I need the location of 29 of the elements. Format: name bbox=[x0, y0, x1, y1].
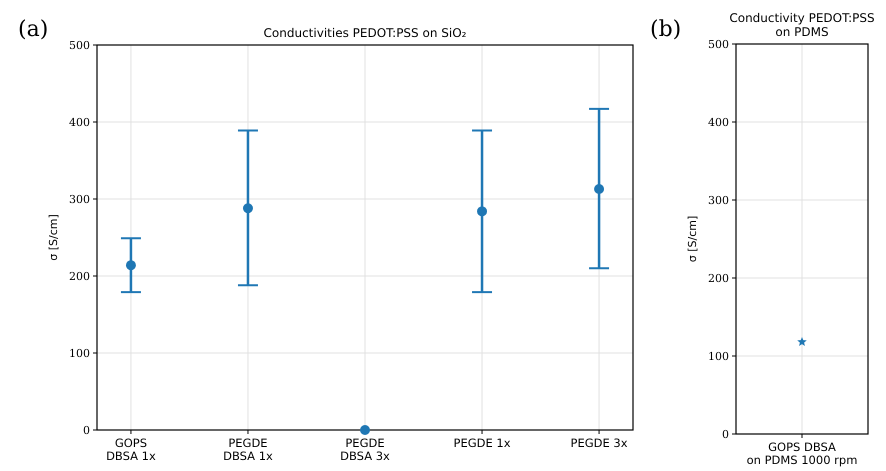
point bbox=[242, 203, 253, 214]
y-tick-label: 100 bbox=[708, 350, 729, 363]
point bbox=[126, 260, 136, 270]
x-tick-label: GOPS DBSA on PDMS 1000 rpm bbox=[746, 440, 858, 467]
y-axis-title: σ [S/cm] bbox=[686, 216, 699, 262]
point bbox=[360, 425, 370, 435]
y-tick-label: 200 bbox=[69, 270, 90, 283]
y-tick-label: 0 bbox=[83, 424, 90, 437]
x-tick-label: GOPS DBSA 1x bbox=[106, 436, 156, 463]
x-tick-label: PEGDE DBSA 3x bbox=[340, 436, 390, 463]
y-axis-title: σ [S/cm] bbox=[47, 214, 60, 261]
x-tick-label: PEGDE 3x bbox=[570, 436, 628, 450]
point bbox=[477, 206, 488, 216]
y-tick-label: 500 bbox=[708, 38, 729, 51]
x-tick-label: PEGDE DBSA 1x bbox=[223, 436, 274, 463]
y-tick-label: 0 bbox=[722, 428, 729, 441]
y-tick-label: 400 bbox=[708, 116, 729, 129]
y-tick-label: 500 bbox=[69, 38, 90, 52]
x-tick-label: PEGDE 1x bbox=[454, 436, 511, 450]
point bbox=[594, 184, 604, 194]
y-tick-label: 400 bbox=[69, 116, 90, 129]
text: (a) bbox=[18, 17, 48, 42]
y-tick-label: 100 bbox=[69, 346, 90, 360]
y-tick-label: 300 bbox=[708, 194, 729, 207]
text: (b) bbox=[650, 17, 682, 42]
chart-title: Conductivity PEDOT:PSS on PDMS bbox=[729, 11, 875, 39]
chart-title: Conductivities PEDOT:PSS on SiO₂ bbox=[264, 26, 467, 40]
y-tick-label: 300 bbox=[69, 192, 90, 206]
y-tick-label: 200 bbox=[708, 272, 729, 285]
